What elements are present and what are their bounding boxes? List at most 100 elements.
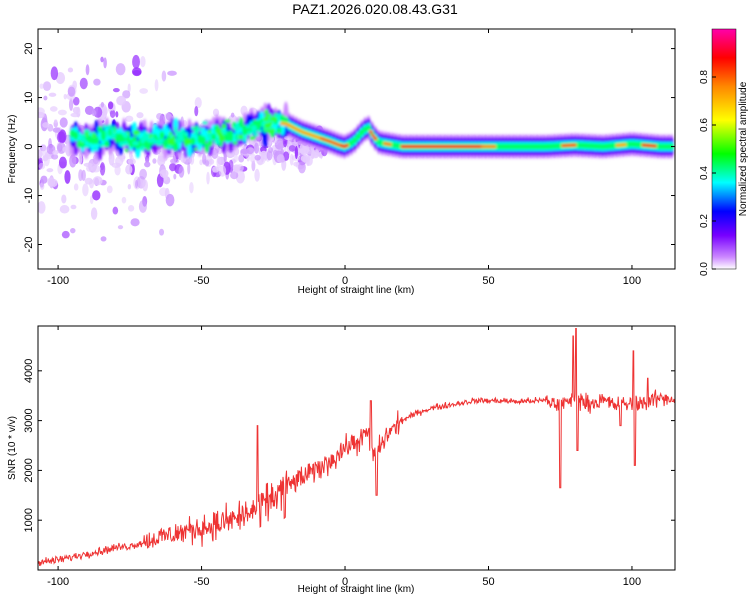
y-tick-label: 10	[23, 91, 35, 103]
band-speckle	[206, 132, 212, 140]
noise-blob	[122, 90, 131, 99]
noise-blob	[57, 109, 67, 116]
band-blob	[190, 137, 196, 146]
spectrogram-frame	[37, 28, 676, 270]
noise-blob	[83, 162, 93, 167]
band-speckle	[92, 133, 97, 138]
noise-blob	[106, 185, 113, 194]
band-speckle	[247, 130, 253, 136]
x-tick-label: -50	[194, 275, 210, 287]
noise-blob	[216, 155, 222, 169]
x-tick-label: -100	[47, 275, 69, 287]
band-blob	[93, 136, 100, 145]
noise-blob	[92, 176, 103, 186]
band-speckle	[257, 129, 263, 133]
noise-blob	[246, 154, 251, 162]
band-speckle	[168, 132, 173, 136]
noise-blob	[70, 112, 81, 118]
noise-blob	[82, 183, 89, 197]
noise-blob	[69, 154, 77, 168]
noise-blob	[167, 70, 177, 76]
band-speckle	[264, 122, 272, 129]
noise-blob	[58, 156, 67, 169]
noise-blob	[64, 170, 71, 184]
y-tick-label: 20	[23, 42, 35, 54]
noise-blob	[38, 162, 46, 170]
band-speckle	[245, 125, 251, 129]
noise-blob	[159, 228, 165, 236]
spectrogram-y-ticks: -20 -10 0 10 20	[23, 42, 675, 252]
band-speckle	[79, 133, 87, 138]
band-blob	[211, 133, 217, 141]
noise-blob	[48, 92, 57, 97]
band-speckle	[178, 135, 184, 142]
noise-blob	[46, 168, 54, 173]
noise-blob	[61, 194, 67, 204]
noise-blob	[62, 146, 70, 153]
noise-blob	[103, 57, 107, 69]
band-speckle	[221, 131, 227, 135]
band-speckle	[185, 138, 192, 145]
noise-blob	[50, 66, 59, 81]
noise-blob	[144, 161, 151, 168]
band-core	[373, 136, 378, 141]
band-speckle	[107, 124, 112, 129]
band-speckle	[124, 148, 129, 153]
band-speckle	[193, 147, 198, 151]
noise-blob	[274, 139, 285, 150]
band-speckle	[105, 131, 109, 137]
band-speckle	[85, 143, 91, 149]
spectrogram-x-axis-label: Height of straight line (km)	[298, 285, 415, 296]
band-speckle	[102, 125, 108, 129]
noise-blob	[125, 115, 134, 122]
noise-blob	[130, 218, 140, 227]
noise-blob	[178, 165, 185, 178]
colorbar-tick-label: 0.4	[699, 166, 710, 180]
band-speckle	[224, 119, 231, 123]
noise-blob	[159, 169, 169, 178]
noise-blob	[127, 83, 131, 93]
band-speckle	[98, 143, 105, 148]
band-speckle	[140, 145, 146, 150]
spectrogram-signal-band	[69, 101, 675, 161]
band-speckle	[118, 141, 126, 147]
noise-blob	[311, 149, 320, 156]
band-speckle	[213, 138, 220, 145]
noise-blob	[91, 109, 97, 117]
noise-blob	[165, 193, 175, 207]
band-blob	[204, 142, 210, 153]
noise-blob	[78, 152, 83, 165]
noise-blob	[67, 67, 74, 73]
y-tick-label: -20	[23, 237, 35, 253]
noise-blob	[169, 158, 180, 164]
band-blob	[276, 127, 282, 134]
noise-blob	[254, 142, 259, 154]
band-speckle	[136, 133, 140, 139]
noise-blob	[61, 230, 70, 239]
snr-x-axis-label: Height of straight line (km)	[298, 584, 415, 595]
band-blob	[207, 139, 213, 147]
noise-blob	[38, 111, 45, 119]
noise-blob	[114, 165, 121, 176]
noise-blob	[55, 71, 66, 85]
band-speckle	[123, 140, 128, 146]
colorbar-label: Normalized spectral amplitude	[738, 81, 749, 216]
band-core	[344, 143, 349, 148]
noise-blob	[121, 196, 127, 204]
noise-blob	[127, 205, 135, 212]
band-speckle	[264, 109, 269, 115]
noise-blob	[187, 162, 191, 175]
noise-blob	[43, 95, 48, 101]
band-speckle	[173, 138, 180, 143]
x-tick-label: 50	[482, 275, 494, 287]
band-speckle	[156, 139, 164, 146]
band-core	[492, 144, 497, 149]
band-core	[652, 144, 657, 148]
snr-y-axis-label: SNR (10 * v/v)	[7, 416, 18, 480]
colorbar-tick-label: 0.6	[699, 118, 710, 132]
noise-blob	[138, 200, 147, 213]
band-speckle	[253, 132, 259, 137]
band-blob	[100, 129, 107, 141]
colorbar-tick-label: 0.0	[699, 262, 710, 276]
